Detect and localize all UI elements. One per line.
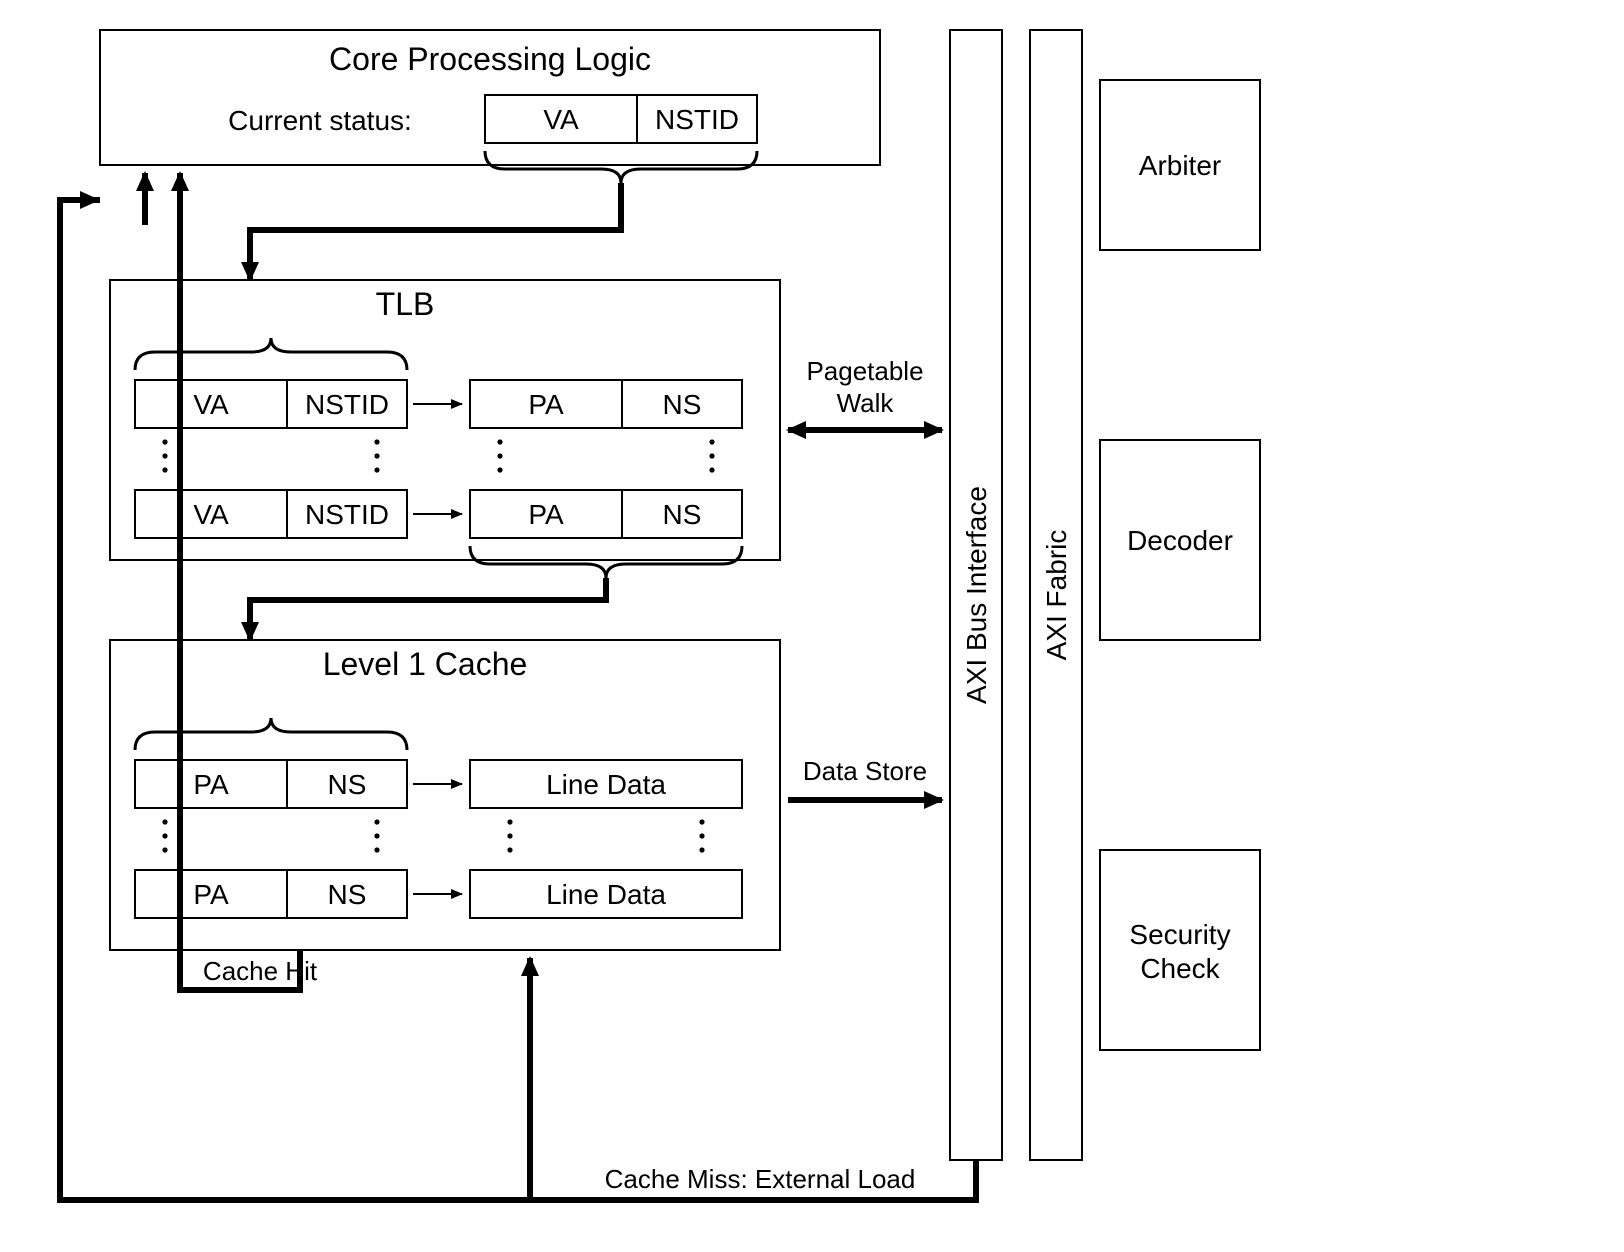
label: PA [193, 879, 229, 910]
label: NS [663, 499, 702, 530]
nstid-label: NSTID [655, 104, 739, 135]
architecture-diagram: Core Processing Logic Current status: VA NS… [0, 0, 1624, 1252]
l1-title: Level 1 Cache [323, 646, 528, 682]
pagetable-walk-label: Walk [837, 388, 895, 418]
label: NS [328, 769, 367, 800]
axi-fabric-label: AXI Fabric [1041, 530, 1072, 661]
status-label: Current status: [228, 105, 412, 136]
cache-miss-label: Cache Miss: External Load [605, 1164, 916, 1194]
security-check-block [1100, 850, 1260, 1050]
security-label: Check [1140, 953, 1220, 984]
cache-hit-label: Cache Hit [203, 956, 318, 986]
label: PA [528, 389, 564, 420]
label: VA [193, 389, 229, 420]
label: VA [193, 499, 229, 530]
data-store-label: Data Store [803, 756, 927, 786]
decoder-label: Decoder [1127, 525, 1233, 556]
arbiter-label: Arbiter [1139, 150, 1221, 181]
tlb-title: TLB [376, 286, 435, 322]
pagetable-walk-label: Pagetable [806, 356, 923, 386]
label: Line Data [546, 769, 666, 800]
label: Line Data [546, 879, 666, 910]
label: NSTID [305, 389, 389, 420]
axi-bus-label: AXI Bus Interface [961, 486, 992, 704]
va-label: VA [543, 104, 579, 135]
label: NS [328, 879, 367, 910]
label: NS [663, 389, 702, 420]
core-title: Core Processing Logic [329, 41, 651, 77]
security-label: Security [1129, 919, 1230, 950]
label: PA [193, 769, 229, 800]
label: PA [528, 499, 564, 530]
label: NSTID [305, 499, 389, 530]
